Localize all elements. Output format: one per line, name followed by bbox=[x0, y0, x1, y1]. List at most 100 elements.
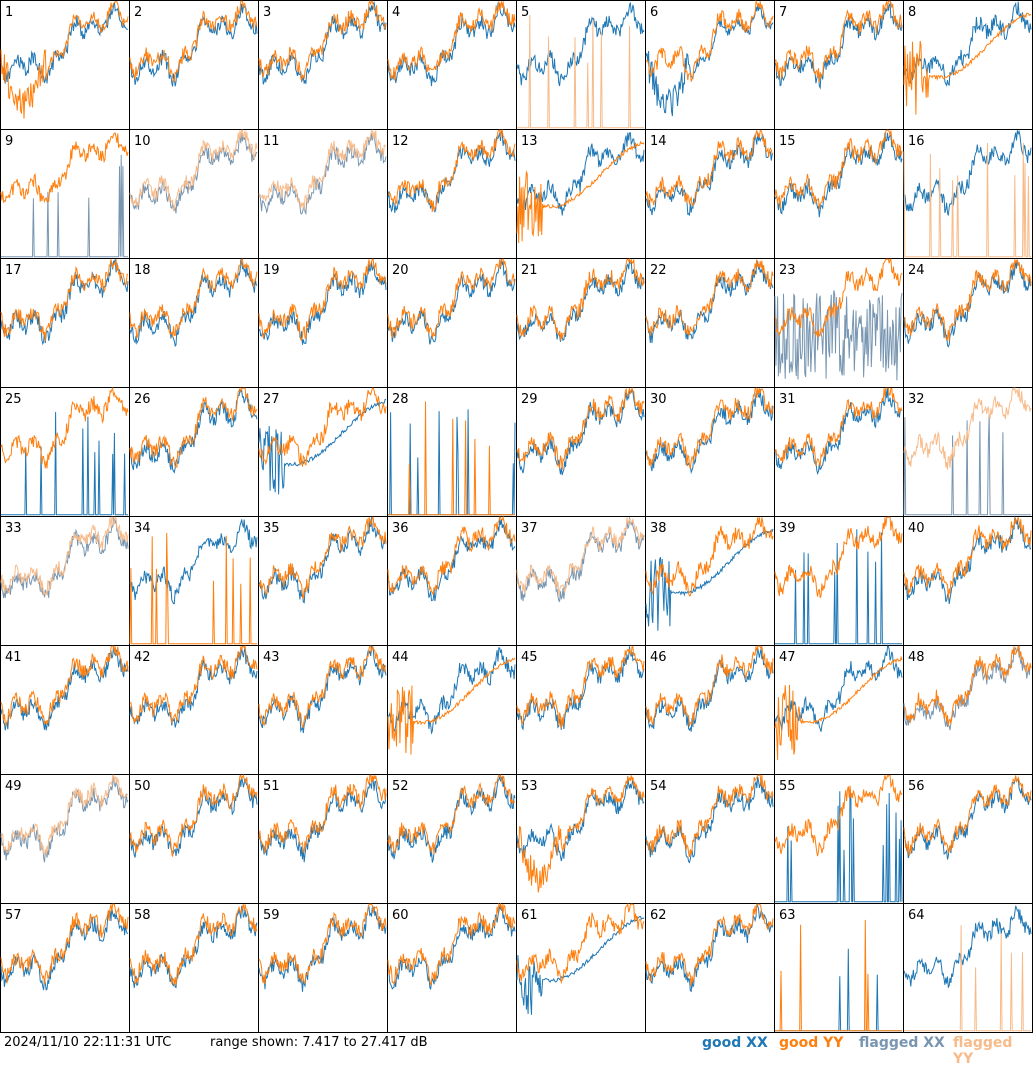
panel-label: 32 bbox=[908, 392, 925, 407]
panel-label: 40 bbox=[908, 521, 925, 536]
panel-label: 39 bbox=[779, 521, 796, 536]
panel-label: 34 bbox=[134, 521, 151, 536]
series-xx-line bbox=[129, 776, 258, 858]
panel-label: 33 bbox=[5, 521, 22, 536]
series-yy-line bbox=[387, 902, 516, 987]
series-yy-line bbox=[0, 386, 129, 469]
series-xx-line bbox=[1, 411, 128, 516]
timestamp: 2024/11/10 22:11:31 UTC bbox=[4, 1035, 172, 1050]
legend-flagged-xx: flagged XX bbox=[859, 1035, 945, 1051]
panel-label: 38 bbox=[650, 521, 667, 536]
panel-label: 9 bbox=[5, 134, 13, 149]
panel-label: 48 bbox=[908, 650, 925, 665]
panel-label: 50 bbox=[134, 779, 151, 794]
panel-label: 24 bbox=[908, 263, 925, 278]
panel-label: 27 bbox=[263, 392, 280, 407]
series-yy-line bbox=[903, 386, 1032, 470]
series-yy-line bbox=[645, 903, 774, 987]
panel-label: 60 bbox=[392, 908, 409, 923]
series-yy-line bbox=[0, 774, 129, 856]
panel-label: 41 bbox=[5, 650, 22, 665]
series-xx-line bbox=[903, 646, 1032, 731]
series-xx-line bbox=[129, 389, 258, 474]
series-yy-line bbox=[0, 516, 129, 597]
series-yy-line bbox=[129, 129, 258, 212]
panel-label: 1 bbox=[5, 5, 13, 20]
panel-label: 44 bbox=[392, 650, 409, 665]
series-yy-line bbox=[774, 774, 903, 857]
panel-label: 15 bbox=[779, 134, 796, 149]
series-xx-line bbox=[645, 4, 774, 117]
panel-label: 18 bbox=[134, 263, 151, 278]
series-yy-line bbox=[129, 904, 258, 986]
series-yy-line bbox=[774, 655, 903, 761]
series-yy-line bbox=[903, 12, 1032, 115]
series-yy-line bbox=[903, 645, 1032, 726]
panel-label: 49 bbox=[5, 779, 22, 794]
panel-label: 31 bbox=[779, 392, 796, 407]
series-xx-line bbox=[516, 132, 645, 216]
panel-label: 4 bbox=[392, 5, 400, 20]
series-xx-line bbox=[903, 414, 1031, 516]
series-xx-line bbox=[516, 517, 645, 603]
series-yy-line bbox=[645, 774, 774, 858]
panel-frame bbox=[645, 774, 775, 904]
series-xx-line bbox=[516, 776, 645, 862]
series-xx-line bbox=[903, 1, 1032, 87]
panel-frame bbox=[129, 129, 259, 259]
panel-label: 61 bbox=[521, 908, 538, 923]
series-xx-line bbox=[516, 915, 645, 1015]
series-xx-line bbox=[258, 261, 387, 345]
panel-frame bbox=[0, 903, 130, 1033]
range-readout: range shown: 7.417 to 27.417 dB bbox=[210, 1035, 428, 1050]
series-xx-line bbox=[387, 775, 516, 863]
series-yy-line bbox=[516, 645, 645, 729]
series-xx-line bbox=[775, 787, 903, 903]
series-yy-line bbox=[774, 516, 903, 598]
series-yy-line bbox=[0, 903, 129, 985]
series-yy-line bbox=[258, 0, 387, 81]
panel-label: 63 bbox=[779, 908, 796, 923]
series-yy-line bbox=[258, 645, 387, 728]
status-footer: 2024/11/10 22:11:31 UTC range shown: 7.4… bbox=[0, 1033, 1033, 1067]
panel-label: 57 bbox=[5, 908, 22, 923]
panel-label: 35 bbox=[263, 521, 280, 536]
series-yy-line bbox=[129, 532, 257, 645]
series-yy-line bbox=[387, 1, 516, 81]
series-yy-line bbox=[516, 257, 645, 341]
series-xx-line bbox=[258, 517, 387, 604]
series-yy-line bbox=[774, 0, 903, 83]
series-yy-line bbox=[516, 386, 645, 470]
panel-label: 10 bbox=[134, 134, 151, 149]
series-xx-line bbox=[1, 154, 128, 258]
series-xx-line bbox=[775, 529, 902, 645]
panel-label: 45 bbox=[521, 650, 538, 665]
series-yy-line bbox=[903, 517, 1032, 600]
panel-label: 12 bbox=[392, 134, 409, 149]
panel-label: 55 bbox=[779, 779, 796, 794]
panel-label: 21 bbox=[521, 263, 538, 278]
series-yy-line bbox=[774, 129, 903, 210]
series-yy-line bbox=[517, 14, 644, 129]
panel-frame bbox=[258, 0, 388, 130]
panel-label: 46 bbox=[650, 650, 667, 665]
panel-frame bbox=[129, 387, 259, 517]
series-xx-line bbox=[129, 647, 258, 728]
panel-label: 53 bbox=[521, 779, 538, 794]
series-yy-line bbox=[775, 919, 902, 1032]
series-yy-line bbox=[129, 0, 258, 83]
panel-label: 11 bbox=[263, 134, 280, 149]
panel-label: 36 bbox=[392, 521, 409, 536]
panel-label: 37 bbox=[521, 521, 538, 536]
series-yy-line bbox=[903, 142, 1031, 258]
series-yy-line bbox=[645, 645, 774, 727]
series-xx-line bbox=[903, 129, 1032, 216]
series-yy-line bbox=[258, 516, 387, 600]
series-xx-line bbox=[387, 647, 516, 735]
series-yy-line bbox=[129, 773, 258, 857]
legend-good-yy: good YY bbox=[779, 1035, 844, 1051]
panel-label: 43 bbox=[263, 650, 280, 665]
series-xx-line bbox=[387, 905, 516, 990]
series-yy-line bbox=[129, 386, 258, 469]
